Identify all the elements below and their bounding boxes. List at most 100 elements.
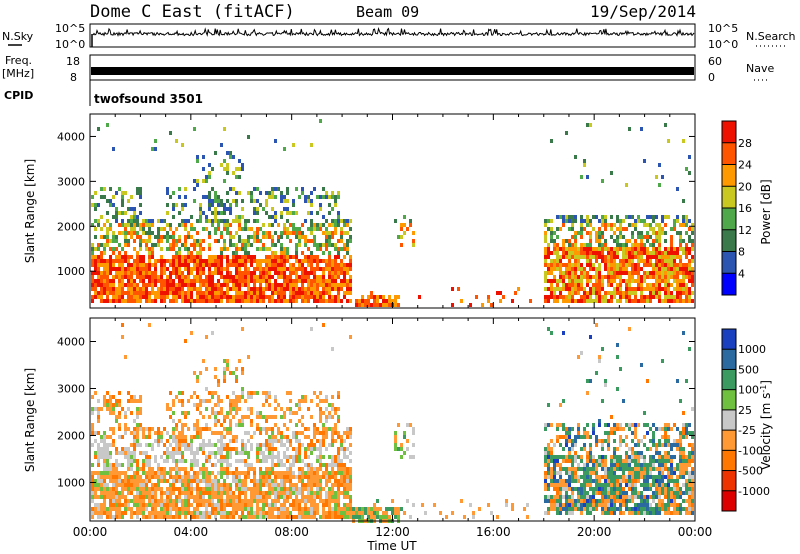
power-cell	[94, 203, 97, 207]
velocity-cell	[208, 503, 211, 507]
velocity-cell	[289, 455, 292, 459]
velocity-cell	[139, 499, 142, 503]
velocity-cell	[181, 499, 184, 503]
power-cell	[679, 255, 682, 259]
velocity-cell	[106, 471, 109, 475]
velocity-cell	[277, 471, 280, 475]
velocity-cell	[289, 399, 292, 403]
power-cell	[601, 247, 604, 251]
velocity-cell	[160, 515, 163, 519]
velocity-cell	[616, 495, 619, 499]
velocity-cell	[310, 483, 313, 487]
velocity-cell	[613, 487, 616, 491]
power-cell	[685, 291, 688, 295]
velocity-cell	[292, 515, 295, 519]
power-cell	[232, 219, 235, 223]
power-cell	[589, 239, 592, 243]
power-cell	[211, 167, 214, 171]
power-cell	[622, 235, 625, 239]
velocity-cell	[223, 435, 226, 439]
power-cell	[235, 215, 238, 219]
velocity-cell	[172, 507, 175, 511]
velocity-cell	[160, 435, 163, 439]
power-cell	[289, 283, 292, 287]
velocity-cell	[262, 475, 265, 479]
velocity-cell	[553, 475, 556, 479]
velocity-cell	[325, 399, 328, 403]
power-cell	[595, 255, 598, 259]
power-cell	[100, 215, 103, 219]
power-cell	[217, 223, 220, 227]
velocity-cell	[241, 507, 244, 511]
power-cell	[190, 227, 193, 231]
velocity-cell	[115, 467, 118, 471]
velocity-cell	[301, 431, 304, 435]
velocity-cell	[226, 459, 229, 463]
power-cell	[106, 219, 109, 223]
velocity-cell	[136, 511, 139, 515]
power-cell	[151, 223, 154, 227]
velocity-cell	[217, 419, 220, 423]
power-cell	[658, 223, 661, 227]
velocity-cell	[208, 471, 211, 475]
velocity-cell	[319, 451, 322, 455]
power-cell	[673, 223, 676, 227]
velocity-cell	[637, 491, 640, 495]
power-cell	[595, 275, 598, 279]
power-cell	[172, 259, 175, 263]
power-cell	[94, 279, 97, 283]
power-cell	[304, 287, 307, 291]
velocity-cell	[229, 447, 232, 451]
velocity-cell	[157, 483, 160, 487]
velocity-cell	[340, 471, 343, 475]
velocity-cell	[340, 459, 343, 463]
power-cell	[91, 275, 94, 279]
velocity-cell	[340, 439, 343, 443]
power-cell	[148, 239, 151, 243]
power-cell	[691, 267, 694, 271]
velocity-cell	[307, 443, 310, 447]
power-cell	[343, 255, 346, 259]
power-cell	[265, 271, 268, 275]
power-cell	[649, 223, 652, 227]
velocity-cell	[571, 427, 574, 431]
velocity-cell	[250, 503, 253, 507]
velocity-cell	[607, 439, 610, 443]
power-cell	[574, 267, 577, 271]
velocity-cell	[244, 499, 247, 503]
power-cell	[148, 219, 151, 223]
velocity-cell	[421, 503, 424, 507]
velocity-cell	[634, 491, 637, 495]
velocity-cell	[334, 495, 337, 499]
power-cell	[238, 295, 241, 299]
power-cell	[226, 291, 229, 295]
velocity-cell	[100, 447, 103, 451]
velocity-cell	[151, 511, 154, 515]
power-cell	[658, 231, 661, 235]
power-cell	[208, 279, 211, 283]
power-cell	[565, 251, 568, 255]
velocity-cell	[559, 403, 562, 407]
velocity-cell	[547, 487, 550, 491]
velocity-cell	[604, 459, 607, 463]
velocity-cell	[172, 451, 175, 455]
power-cell	[679, 267, 682, 271]
power-cell	[595, 251, 598, 255]
velocity-cell	[184, 491, 187, 495]
power-colorbar-tick-label: 4	[738, 267, 745, 280]
power-cell	[280, 243, 283, 247]
power-cell	[670, 243, 673, 247]
velocity-cell	[112, 487, 115, 491]
power-cell	[106, 275, 109, 279]
velocity-cell	[265, 395, 268, 399]
power-cell	[136, 187, 139, 191]
velocity-cell	[583, 483, 586, 487]
power-cell	[256, 291, 259, 295]
power-cell	[253, 295, 256, 299]
velocity-cell	[136, 491, 139, 495]
power-cell	[640, 251, 643, 255]
power-cell	[292, 299, 295, 303]
power-cell	[295, 283, 298, 287]
power-cell	[580, 267, 583, 271]
power-cell	[583, 295, 586, 299]
